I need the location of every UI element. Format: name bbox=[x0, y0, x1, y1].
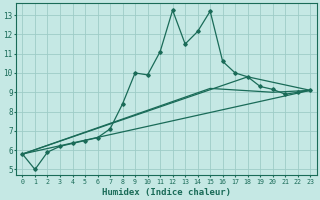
X-axis label: Humidex (Indice chaleur): Humidex (Indice chaleur) bbox=[102, 188, 231, 197]
